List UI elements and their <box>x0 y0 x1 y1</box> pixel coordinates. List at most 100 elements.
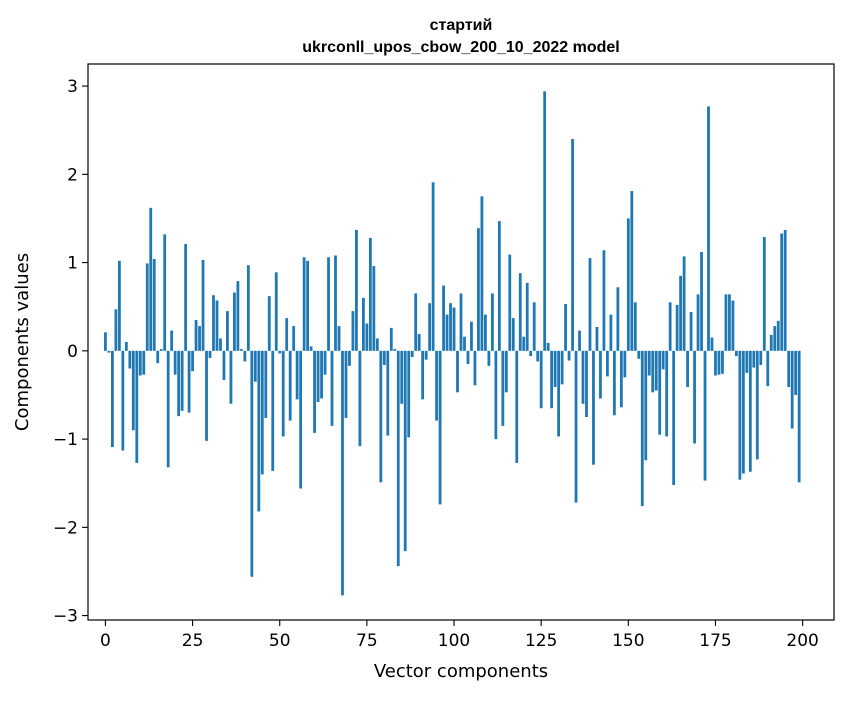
plot-area-frame <box>87 63 835 621</box>
bar <box>675 304 679 351</box>
bar <box>637 350 641 359</box>
bar <box>592 350 595 465</box>
bar <box>428 303 432 351</box>
bar <box>748 350 752 472</box>
bar <box>163 234 167 351</box>
bar <box>539 350 543 409</box>
bar <box>278 350 282 354</box>
chart-title: стартий <box>430 17 493 34</box>
bar <box>271 350 275 471</box>
x-tick-label: 50 <box>269 631 291 651</box>
bar <box>679 275 683 351</box>
bar <box>735 350 738 357</box>
bar <box>292 326 296 351</box>
bar <box>299 350 303 489</box>
y-tick-label: 1 <box>67 254 78 274</box>
bar <box>574 350 578 503</box>
bar <box>138 350 142 376</box>
bar <box>585 350 588 418</box>
bar <box>121 350 125 451</box>
bar <box>703 350 707 481</box>
bar <box>794 350 798 395</box>
bar <box>612 350 616 416</box>
bar <box>525 282 529 351</box>
bar <box>382 350 386 365</box>
bar <box>682 256 686 351</box>
x-tick-label: 75 <box>356 631 378 651</box>
bar <box>442 285 445 351</box>
bar <box>393 349 397 351</box>
bar <box>379 350 383 483</box>
bar <box>626 218 630 351</box>
bar <box>173 350 177 375</box>
bar <box>755 350 759 460</box>
bar <box>714 350 717 376</box>
bar <box>588 258 592 351</box>
bar <box>686 350 689 388</box>
bar <box>233 292 236 351</box>
bar <box>313 350 316 433</box>
bar <box>762 236 766 351</box>
bar <box>212 295 215 351</box>
bar <box>365 323 369 351</box>
bar <box>170 330 174 351</box>
bar <box>508 254 512 351</box>
bar <box>201 259 205 351</box>
bar <box>351 311 355 351</box>
bar <box>438 350 442 505</box>
bar <box>198 326 201 351</box>
bar <box>780 233 784 351</box>
x-tick-label: 125 <box>525 631 557 651</box>
bar <box>518 273 522 351</box>
bar <box>773 326 777 351</box>
bar <box>787 350 791 388</box>
bar <box>180 350 184 411</box>
bar <box>344 350 348 418</box>
y-tick-label: 3 <box>67 77 78 97</box>
bar <box>477 228 480 351</box>
bar <box>445 314 449 351</box>
bar <box>609 314 613 351</box>
bar <box>693 350 696 444</box>
bar <box>267 296 271 351</box>
bar <box>400 350 404 404</box>
bar <box>117 260 121 351</box>
bar <box>490 293 494 351</box>
bar <box>452 307 456 351</box>
bar <box>191 350 194 372</box>
bar <box>316 350 320 403</box>
bar <box>661 350 665 370</box>
bar <box>135 350 139 463</box>
bar <box>187 350 191 413</box>
bar <box>320 350 323 399</box>
bar <box>449 303 452 351</box>
bar <box>114 309 118 351</box>
bar <box>752 350 756 368</box>
x-tick-label: 150 <box>612 631 644 651</box>
bars-layer <box>104 91 801 596</box>
bar <box>689 311 693 351</box>
bar <box>159 349 163 351</box>
bar <box>309 346 313 351</box>
bar <box>595 327 599 351</box>
bar <box>710 337 714 351</box>
bar <box>215 300 219 351</box>
bar <box>738 350 742 480</box>
bar <box>672 350 676 485</box>
bar <box>104 332 107 351</box>
bar <box>484 314 487 351</box>
bar <box>417 334 421 351</box>
bar <box>250 350 254 577</box>
bar <box>306 260 310 351</box>
bar <box>644 350 648 461</box>
bar <box>696 294 700 351</box>
bar <box>511 318 515 351</box>
bar <box>375 338 379 351</box>
bar <box>581 350 585 404</box>
bar <box>456 350 459 393</box>
bar <box>668 302 672 351</box>
bar <box>229 350 233 404</box>
bar <box>721 350 724 374</box>
bar <box>149 207 153 351</box>
